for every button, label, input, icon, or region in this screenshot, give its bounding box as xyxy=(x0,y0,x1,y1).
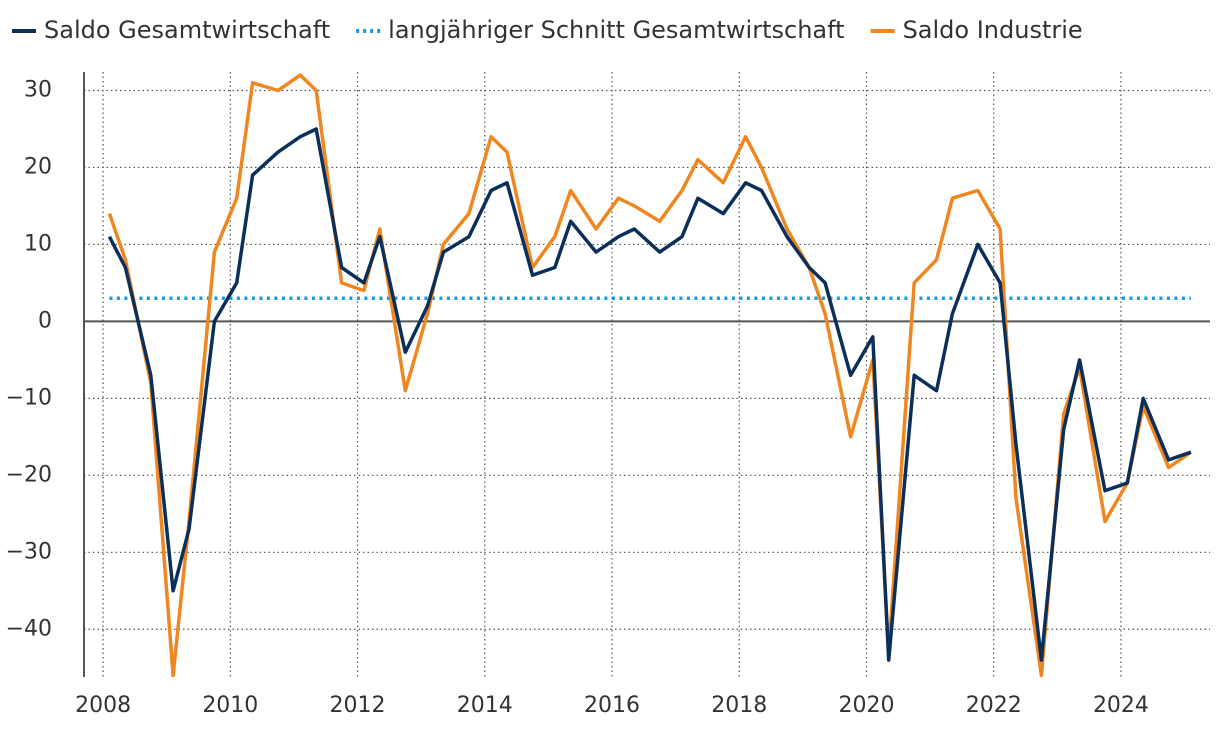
y-tick-label: 30 xyxy=(24,77,52,102)
series-line xyxy=(107,127,1192,662)
x-tick-label: 2016 xyxy=(584,693,640,718)
x-tick-label: 2020 xyxy=(838,693,894,718)
x-tick-label: 2022 xyxy=(966,693,1022,718)
x-tick-label: 2012 xyxy=(330,693,386,718)
y-tick-label: 20 xyxy=(24,154,52,179)
x-tick-label: 2024 xyxy=(1093,693,1149,718)
x-tick-label: 2018 xyxy=(711,693,767,718)
y-tick-label: −20 xyxy=(6,462,52,487)
x-tick-label: 2014 xyxy=(457,693,513,718)
y-tick-label: 0 xyxy=(38,308,52,333)
x-tick-label: 2008 xyxy=(75,693,131,718)
x-tick-label: 2010 xyxy=(202,693,258,718)
y-tick-label: −10 xyxy=(6,385,52,410)
legend-label: Saldo Industrie xyxy=(903,16,1083,44)
y-tick-label: −40 xyxy=(6,616,52,641)
y-tick-label: 10 xyxy=(24,231,52,256)
y-tick-label: −30 xyxy=(6,539,52,564)
series-line xyxy=(107,73,1192,678)
legend-label: langjähriger Schnitt Gesamtwirtschaft xyxy=(388,16,844,44)
legend-label: Saldo Gesamtwirtschaft xyxy=(44,16,330,44)
